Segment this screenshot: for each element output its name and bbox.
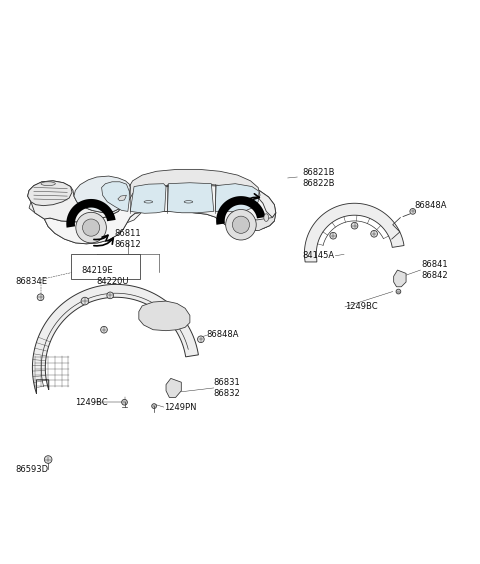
Polygon shape	[66, 199, 116, 228]
Polygon shape	[126, 169, 260, 202]
Polygon shape	[168, 183, 214, 213]
Polygon shape	[139, 301, 190, 331]
Circle shape	[101, 327, 108, 333]
Polygon shape	[102, 182, 129, 212]
Text: 1249BC: 1249BC	[75, 398, 108, 407]
Polygon shape	[118, 195, 126, 201]
Polygon shape	[44, 182, 276, 244]
Polygon shape	[28, 181, 121, 222]
Circle shape	[226, 209, 256, 240]
Polygon shape	[74, 176, 130, 213]
Circle shape	[198, 336, 204, 342]
Polygon shape	[216, 196, 265, 225]
Circle shape	[83, 219, 100, 236]
Text: 84220U: 84220U	[97, 277, 129, 287]
Text: 86841
86842: 86841 86842	[421, 261, 448, 280]
Text: 84219E: 84219E	[82, 266, 113, 275]
FancyBboxPatch shape	[71, 254, 140, 279]
Circle shape	[232, 216, 250, 233]
Circle shape	[44, 456, 52, 464]
Polygon shape	[33, 284, 198, 394]
Polygon shape	[304, 203, 404, 262]
Polygon shape	[121, 182, 276, 218]
Circle shape	[152, 404, 156, 408]
Polygon shape	[215, 184, 259, 212]
Ellipse shape	[264, 214, 269, 222]
Circle shape	[81, 297, 89, 305]
Text: 86821B
86822B: 86821B 86822B	[302, 168, 335, 188]
Circle shape	[410, 209, 416, 214]
Text: 86848A: 86848A	[206, 330, 239, 339]
Polygon shape	[130, 184, 166, 213]
Circle shape	[37, 294, 44, 301]
Text: 1249PN: 1249PN	[164, 403, 196, 412]
Text: 86834E: 86834E	[16, 277, 48, 287]
Polygon shape	[244, 212, 276, 231]
Text: 1249BC: 1249BC	[345, 302, 378, 311]
Circle shape	[371, 231, 377, 237]
Text: 84145A: 84145A	[302, 251, 334, 260]
Text: 86811
86812: 86811 86812	[115, 230, 141, 249]
Polygon shape	[166, 378, 181, 398]
Circle shape	[351, 222, 358, 229]
Text: 86831
86832: 86831 86832	[214, 378, 240, 398]
Ellipse shape	[41, 182, 55, 186]
Text: 86848A: 86848A	[414, 201, 447, 210]
Circle shape	[396, 289, 401, 294]
Circle shape	[330, 232, 336, 239]
Polygon shape	[394, 270, 406, 287]
Text: 86593D: 86593D	[16, 465, 49, 474]
Circle shape	[76, 212, 107, 243]
Circle shape	[121, 399, 127, 405]
Polygon shape	[28, 181, 72, 206]
Circle shape	[107, 292, 114, 299]
Polygon shape	[29, 202, 275, 244]
